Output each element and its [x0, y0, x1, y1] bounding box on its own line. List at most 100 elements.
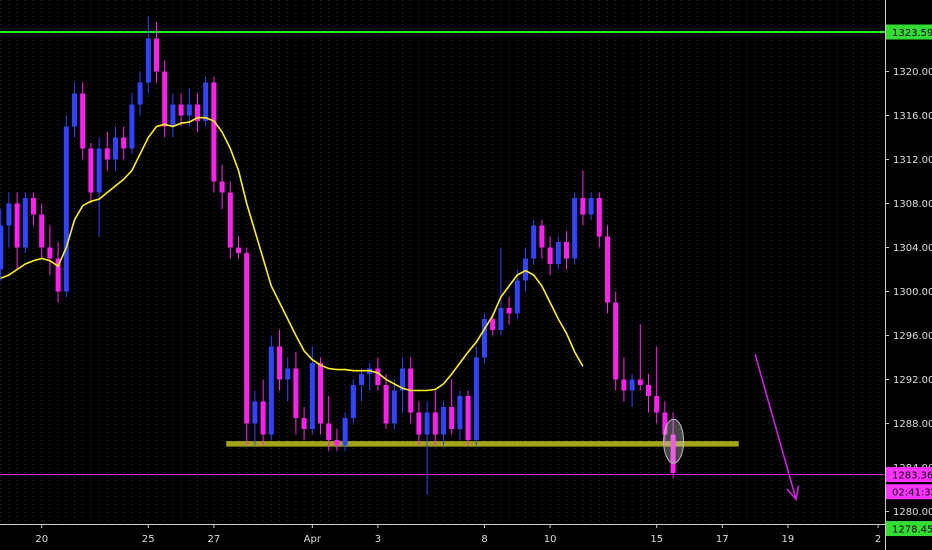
y-axis-background: [885, 0, 932, 550]
candle-body: [121, 137, 127, 149]
candle-body: [465, 396, 471, 440]
x-tick-label: 3: [375, 534, 381, 545]
candle-body: [0, 225, 4, 270]
y-tick-label: 1292.00: [893, 375, 932, 386]
candle-body: [662, 412, 668, 435]
candle-body: [482, 319, 487, 358]
candle-body: [80, 93, 86, 149]
x-tick-label: 20: [35, 534, 48, 545]
candle-body: [391, 390, 397, 424]
candle-body: [457, 396, 463, 429]
candle-body: [285, 368, 291, 380]
projection-arrow-head: [786, 485, 800, 502]
candle-body: [129, 104, 135, 149]
price-tag-label: 1323.59: [892, 28, 932, 39]
candle-body: [621, 379, 627, 391]
candle-body: [104, 148, 110, 160]
candle-body: [301, 418, 307, 429]
moving-average: [0, 116, 584, 392]
x-tick-label: 25: [142, 534, 155, 545]
candle-body: [55, 258, 61, 292]
y-tick-label: 1288.00: [893, 419, 932, 430]
candle-body: [277, 346, 282, 380]
x-tick-label: 15: [650, 534, 663, 545]
candle-body: [383, 385, 389, 424]
candle-body: [613, 302, 619, 380]
y-tick-label: 1280.00: [893, 507, 932, 518]
candle-body: [498, 308, 504, 330]
candle-body: [359, 374, 364, 385]
y-tick-label: 1320.00: [893, 67, 932, 78]
y-tick-label: 1316.00: [893, 111, 932, 122]
candle-body: [260, 401, 266, 435]
support-zone: [226, 441, 739, 447]
candle-body: [14, 203, 20, 248]
x-tick-label: 19: [782, 534, 795, 545]
candle-body: [227, 192, 233, 248]
price-tag-label: 1278.45: [892, 524, 932, 535]
candle-body: [547, 247, 553, 264]
y-tick-label: 1308.00: [893, 199, 932, 210]
x-tick-label: 17: [716, 534, 729, 545]
candle-body: [555, 242, 561, 264]
price-tag-label: 1283.36: [892, 470, 932, 481]
price-tag: [886, 484, 932, 500]
candle-body: [564, 242, 569, 259]
x-tick-label: 2: [875, 534, 881, 545]
candle-body: [588, 198, 594, 215]
candle-body: [539, 225, 545, 248]
price-tag: [886, 521, 932, 537]
candle-body: [580, 198, 586, 215]
candle-body: [96, 148, 102, 193]
candle-body: [416, 412, 422, 435]
candle-body: [170, 104, 176, 127]
candles: [0, 16, 676, 495]
candle-body: [39, 214, 45, 248]
candle-body: [22, 198, 28, 248]
y-axis[interactable]: 1280.001284.001288.001292.001296.001300.…: [885, 0, 932, 550]
candle-body: [326, 423, 332, 440]
price-tag: [886, 467, 932, 483]
candle-body: [145, 38, 151, 83]
y-tick-label: 1304.00: [893, 243, 932, 254]
candle-body: [6, 203, 12, 226]
candle-body: [654, 396, 660, 413]
price-tag: [886, 24, 932, 40]
moving-average-line: [0, 116, 584, 392]
support-zone-band: [226, 441, 739, 447]
projection-arrow-shaft: [754, 353, 797, 500]
y-tick-label: 1296.00: [893, 331, 932, 342]
x-axis[interactable]: 20 25 27 Apr 3 8 10 15 17 19 2: [0, 524, 885, 550]
candle-body: [268, 346, 274, 435]
x-tick-label: Apr: [304, 534, 322, 545]
candle-body: [342, 418, 348, 446]
candle-body: [211, 82, 217, 182]
candle-body: [219, 181, 225, 193]
candle-body: [473, 357, 479, 440]
x-axis-background: [0, 524, 885, 550]
candle-body: [596, 198, 602, 237]
candle-body: [646, 385, 651, 396]
y-tick-label: 1312.00: [893, 155, 932, 166]
x-tick-label: 27: [208, 534, 221, 545]
candle-body: [490, 319, 496, 330]
candle-body: [514, 280, 520, 314]
candle-body: [424, 412, 430, 435]
candle-body: [670, 434, 676, 473]
x-tick-label: 8: [481, 534, 487, 545]
candle-body: [137, 82, 143, 105]
candle-body: [293, 368, 299, 418]
candle-body: [47, 247, 53, 259]
y-tick-label: 1300.00: [893, 287, 932, 298]
candle-body: [31, 198, 36, 215]
candle-body: [178, 104, 184, 116]
highlight-ellipse: [663, 418, 685, 464]
candle-body: [449, 407, 455, 429]
candle-body: [162, 71, 168, 127]
candle-body: [113, 137, 118, 160]
candle-body: [605, 236, 610, 303]
annotations: [663, 353, 800, 502]
candle-body: [506, 308, 512, 314]
